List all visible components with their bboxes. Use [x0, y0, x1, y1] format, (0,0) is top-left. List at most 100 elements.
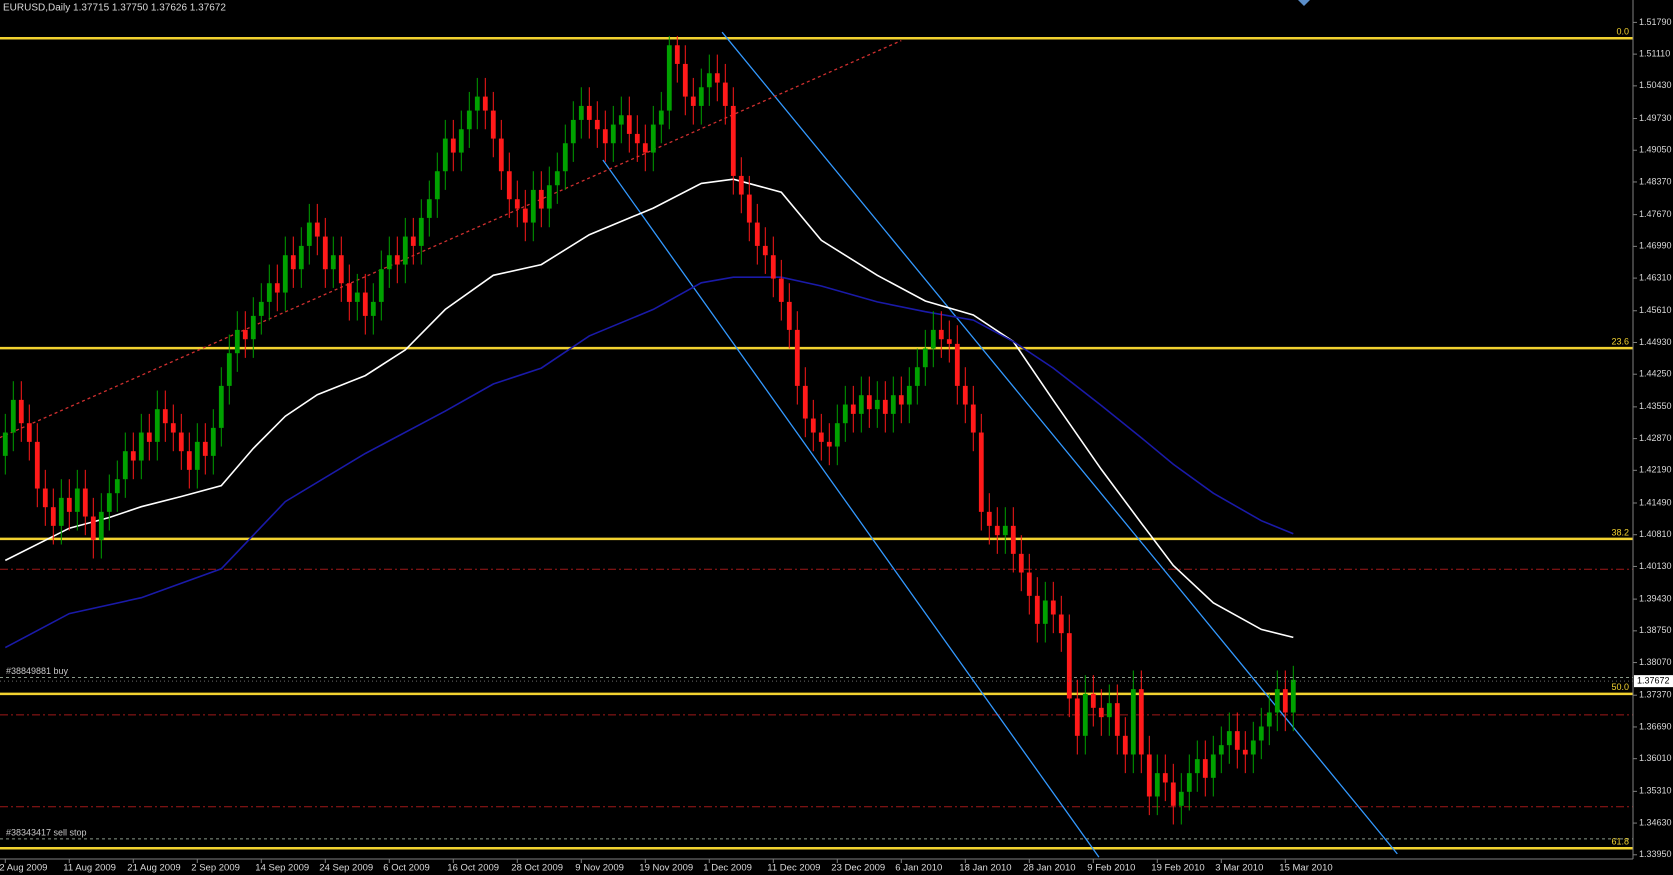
- candle-body: [1242, 749, 1248, 755]
- candle-body: [962, 385, 968, 405]
- candle-body: [58, 497, 64, 526]
- fib-label: 61.8: [1611, 837, 1629, 847]
- candle-body: [114, 479, 120, 494]
- candle-body: [130, 451, 136, 461]
- candle-body: [1090, 693, 1096, 708]
- y-tick-label: 1.47670: [1639, 209, 1672, 219]
- candle-body: [898, 395, 904, 405]
- candle-body: [570, 119, 576, 144]
- candle-body: [1178, 791, 1184, 806]
- candle-body: [138, 432, 144, 461]
- candle-body: [154, 409, 160, 442]
- candle-body: [810, 418, 816, 433]
- x-tick-label: 2 Sep 2009: [191, 863, 240, 874]
- candle-body: [474, 96, 480, 111]
- candle-body: [202, 441, 208, 456]
- candle-body: [10, 399, 16, 433]
- candle-body: [74, 488, 80, 512]
- x-tick-label: 28 Jan 2010: [1023, 863, 1075, 874]
- candle-body: [42, 488, 48, 508]
- shift-marker: [1298, 0, 1310, 6]
- candle-body: [874, 399, 880, 410]
- candle-body: [90, 516, 96, 540]
- candle-body: [722, 82, 728, 106]
- y-tick-label: 1.44930: [1639, 337, 1672, 347]
- candle-body: [1146, 754, 1152, 797]
- candle-body: [642, 143, 648, 153]
- candle-body: [1034, 595, 1040, 624]
- candle-body: [290, 255, 296, 270]
- y-tick-label: 1.38070: [1639, 657, 1672, 667]
- candle-body: [714, 73, 720, 83]
- candle-body: [1250, 740, 1256, 755]
- candle-body: [482, 96, 488, 111]
- candle-body: [802, 385, 808, 419]
- candle-body: [562, 143, 568, 172]
- candle-body: [594, 119, 600, 130]
- candle-body: [530, 189, 536, 223]
- candle-body: [778, 278, 784, 302]
- candle-body: [946, 339, 952, 344]
- candle-body: [786, 301, 792, 330]
- candle-body: [1202, 759, 1208, 778]
- candle-body: [338, 255, 344, 284]
- candle-body: [986, 511, 992, 526]
- candle-body: [218, 385, 224, 428]
- candle-body: [850, 404, 856, 414]
- candle-body: [258, 301, 264, 316]
- candle-body: [1058, 614, 1064, 634]
- x-tick-label: 6 Oct 2009: [383, 863, 429, 874]
- order-label: #38343417 sell stop: [6, 827, 87, 837]
- candle-body: [1282, 689, 1288, 713]
- fib-label: 23.6: [1611, 336, 1629, 346]
- candle-body: [914, 367, 920, 386]
- candle-body: [1042, 600, 1048, 624]
- y-tick-label: 1.40130: [1639, 561, 1672, 571]
- candle-body: [938, 329, 944, 340]
- candle-body: [522, 208, 528, 223]
- candle-body: [770, 255, 776, 279]
- x-tick-label: 16 Oct 2009: [447, 863, 499, 874]
- candle-body: [666, 45, 672, 111]
- candle-body: [970, 404, 976, 433]
- y-tick-label: 1.34630: [1639, 817, 1672, 827]
- candle-body: [346, 283, 352, 302]
- y-tick-label: 1.45610: [1639, 305, 1672, 315]
- y-tick-label: 1.46310: [1639, 272, 1672, 282]
- candle-body: [826, 441, 832, 447]
- x-tick-label: 9 Nov 2009: [575, 863, 624, 874]
- y-tick-label: 1.46990: [1639, 241, 1672, 251]
- candle-body: [1290, 679, 1296, 713]
- candle-body: [538, 189, 544, 209]
- candle-body: [762, 245, 768, 256]
- candle-body: [442, 138, 448, 172]
- candle-body: [554, 171, 560, 186]
- candle-body: [1186, 773, 1192, 792]
- candle-body: [458, 129, 464, 153]
- x-tick-label: 3 Mar 2010: [1215, 863, 1263, 874]
- candle-body: [194, 441, 200, 470]
- x-tick-label: 19 Feb 2010: [1151, 863, 1204, 874]
- y-tick-label: 1.51110: [1639, 48, 1670, 58]
- y-tick-label: 1.42190: [1639, 465, 1672, 475]
- candle-body: [706, 73, 712, 88]
- x-tick-label: 28 Oct 2009: [511, 863, 563, 874]
- candle-body: [1098, 707, 1104, 718]
- candle-body: [930, 329, 936, 349]
- y-tick-label: 1.36010: [1639, 753, 1672, 763]
- candle-body: [794, 329, 800, 386]
- y-tick-label: 1.51790: [1639, 17, 1672, 27]
- x-tick-label: 11 Dec 2009: [767, 863, 820, 874]
- candle-body: [834, 423, 840, 447]
- candle-body: [1194, 759, 1200, 774]
- candle-body: [626, 115, 632, 134]
- candle-body: [818, 432, 824, 442]
- x-tick-label: 9 Feb 2010: [1087, 863, 1135, 874]
- candle-body: [906, 385, 912, 405]
- trend-line: [721, 31, 1398, 855]
- candle-body: [1210, 754, 1216, 778]
- levels-layer: #38849881 buy #38343417 sell stop 0.0 23.6 3…: [0, 27, 1633, 858]
- x-tick-label: 15 Mar 2010: [1279, 863, 1332, 874]
